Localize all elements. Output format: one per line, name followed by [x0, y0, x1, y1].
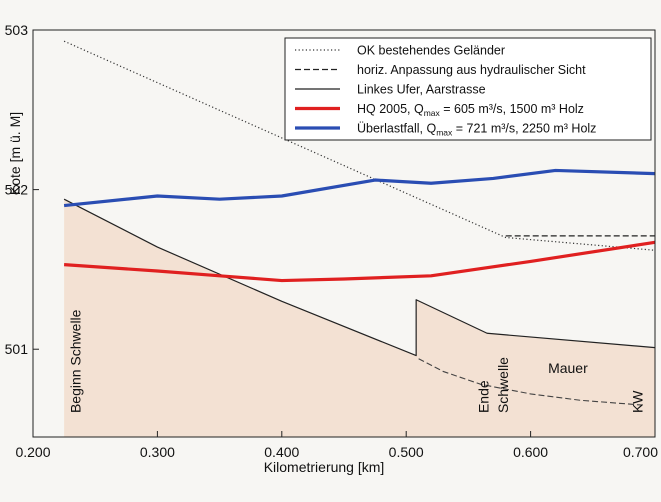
x-tick-label-5: 0.700 — [623, 444, 658, 460]
x-tick-label-0: 0.200 — [15, 444, 50, 460]
annotations: Beginn Schwelle Ende Schwelle Mauer KW — [67, 309, 645, 413]
legend-label-rest-4: = 721 m³/s, 2250 m³ Holz — [452, 122, 596, 136]
annotation-1: Ende — [475, 380, 491, 413]
axes-layer: 501 502 503 0.200 0.300 0.400 0.500 0.600 0.700 K… — [5, 22, 659, 475]
plot-layer — [63, 40, 656, 437]
y-tick-label-2: 503 — [5, 22, 29, 38]
legend-box — [284, 37, 652, 141]
extra-line-0 — [418, 358, 643, 406]
legend-label-rest-3: = 605 m³/s, 1500 m³ Holz — [440, 102, 584, 116]
x-tick-label-3: 0.500 — [389, 444, 424, 460]
annotation-4: KW — [630, 390, 646, 413]
x-tick-label-4: 0.600 — [513, 444, 548, 460]
x-tick-label-1: 0.300 — [140, 444, 175, 460]
legend-label-3: HQ 2005, Qmax = 605 m³/s, 1500 m³ Holz — [357, 102, 584, 118]
x-axis-title: Kilometrierung [km] — [264, 459, 385, 475]
y-tick-label-1: 502 — [5, 182, 29, 198]
y-tick-label-0: 501 — [5, 341, 29, 357]
annotation-3: Mauer — [548, 360, 588, 376]
x-tick-label-2: 0.400 — [264, 444, 299, 460]
legend-label-sub-4: max — [436, 128, 453, 138]
annotation-2: Schwelle — [495, 357, 511, 413]
legend-label-4: Überlastfall, Qmax = 721 m³/s, 2250 m³ H… — [357, 122, 596, 138]
series-line-4 — [63, 168, 656, 208]
legend-label-1: horiz. Anpassung aus hydraulischer Sicht — [357, 63, 586, 77]
legend: OK bestehendes Geländer horiz. Anpassung … — [284, 37, 652, 141]
annotation-0: Beginn Schwelle — [67, 309, 83, 413]
series-line-0 — [63, 40, 656, 251]
legend-label-2: Linkes Ufer, Aarstrasse — [357, 83, 486, 97]
series-line-2 — [63, 198, 656, 357]
legend-label-0: OK bestehendes Geländer — [357, 44, 505, 58]
series-line-3 — [63, 240, 656, 283]
bank-fill-area — [64, 199, 656, 437]
y-axis-title: Kote [m ü. M] — [7, 112, 23, 195]
plot-frame — [32, 29, 656, 438]
legend-label-sub-3: max — [424, 108, 441, 118]
